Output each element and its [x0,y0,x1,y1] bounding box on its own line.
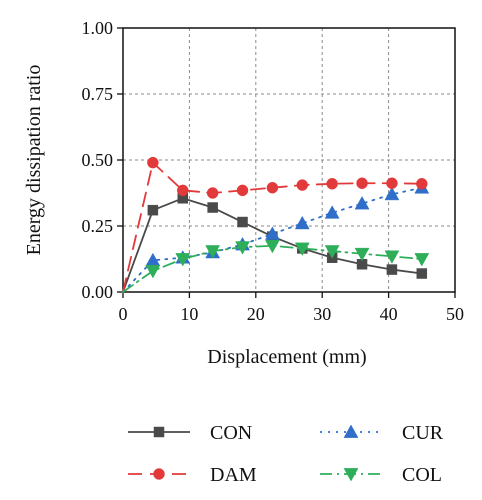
data-point-dam [266,181,279,194]
data-point-cur [384,186,400,201]
data-point-cur [264,226,280,240]
data-point-con [207,202,218,213]
y-tick-label: 0.00 [82,282,114,302]
data-point-dam [177,184,189,197]
legend-item-con: CON [128,422,252,444]
data-point-con [416,268,428,279]
data-point-con [386,264,398,275]
x-tick-label: 40 [380,304,398,324]
data-point-col [264,239,280,254]
legend-marker-dam [153,468,165,480]
data-point-col [414,253,430,267]
data-point-dam [326,178,338,190]
data-point-dam [416,178,428,190]
series-col [122,239,430,293]
series-line-cur [122,186,423,293]
grid-layer [123,28,455,292]
series-cur [122,180,430,293]
data-point-cur [354,196,370,210]
data-point-col [235,241,250,255]
y-tick-label: 0.50 [82,150,114,170]
y-tick-label: 1.00 [82,18,114,38]
data-point-con [147,204,159,216]
legend-label-cur: CUR [402,422,444,444]
data-point-con [237,216,248,228]
x-tick-label: 10 [180,304,198,324]
x-axis-title: Displacement (mm) [207,346,366,368]
legend-label-con: CON [210,422,252,444]
data-point-dam [147,156,159,169]
data-point-cur [294,215,310,230]
x-tick-label: 50 [446,304,464,324]
data-point-col [294,242,310,256]
series-dam [122,156,428,293]
x-tick-label: 0 [119,304,128,324]
x-tick-label: 30 [313,304,331,324]
legend-item-col: COL [320,464,442,486]
y-tick-label: 0.75 [82,84,114,104]
data-point-cur [324,205,340,219]
legend: CON CUR DAM COL [128,422,444,486]
data-point-dam [386,177,398,189]
legend-item-cur: CUR [320,422,444,444]
legend-item-dam: DAM [128,464,257,486]
data-point-dam [206,187,219,199]
series-layer [122,156,430,293]
data-point-col [384,250,400,264]
legend-marker-cur [343,424,359,438]
data-point-dam [296,179,309,191]
legend-label-col: COL [402,464,442,486]
data-point-dam [356,177,368,189]
data-point-dam [236,184,249,197]
y-tick-label: 0.25 [82,216,114,236]
data-point-col [175,253,191,267]
data-point-col [205,245,221,259]
axes-layer [117,27,456,298]
x-tick-label: 20 [247,304,265,324]
data-point-col [354,247,370,262]
y-axis-title: Energy dissipation ratio [23,65,45,256]
tick-labels: 0 10 20 30 40 50 0.00 0.25 0.50 0.75 1.00 [82,18,465,324]
series-line-col [122,244,423,293]
legend-label-dam: DAM [210,464,257,486]
legend-marker-col [343,468,359,482]
legend-marker-con [153,426,165,438]
data-point-col [324,245,340,259]
data-point-col [145,265,161,279]
